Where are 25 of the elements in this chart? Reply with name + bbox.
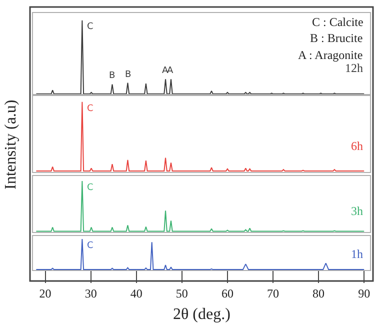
series-label: 1h — [351, 247, 363, 261]
annotation: C — [87, 241, 94, 251]
series-label: 3h — [351, 204, 363, 218]
x-tick-label: 70 — [267, 286, 279, 300]
annotation: B : Brucite — [310, 31, 363, 45]
annotation: B — [125, 70, 132, 80]
x-tick-label: 90 — [358, 286, 370, 300]
annotation: A : Aragonite — [298, 48, 363, 62]
series-label: 12h — [345, 61, 363, 75]
x-axis-title: 2θ (deg.) — [173, 306, 230, 323]
annotation: C — [87, 104, 94, 114]
x-tick-label: 80 — [312, 286, 325, 300]
annotation: C : Calcite — [312, 15, 364, 29]
x-tick-label: 50 — [176, 286, 188, 300]
annotation: C — [87, 22, 94, 32]
annotation: B — [109, 71, 116, 81]
x-tick-label: 40 — [130, 286, 142, 300]
annotation: A — [167, 66, 174, 76]
x-tick-label: 20 — [39, 286, 52, 300]
y-axis-title: Intensity (a.u) — [2, 100, 20, 190]
annotation: C — [87, 183, 94, 193]
x-tick-label: 60 — [221, 286, 234, 300]
annotation: A — [162, 66, 169, 76]
series-label: 6h — [351, 139, 363, 153]
x-tick-label: 30 — [84, 286, 97, 300]
